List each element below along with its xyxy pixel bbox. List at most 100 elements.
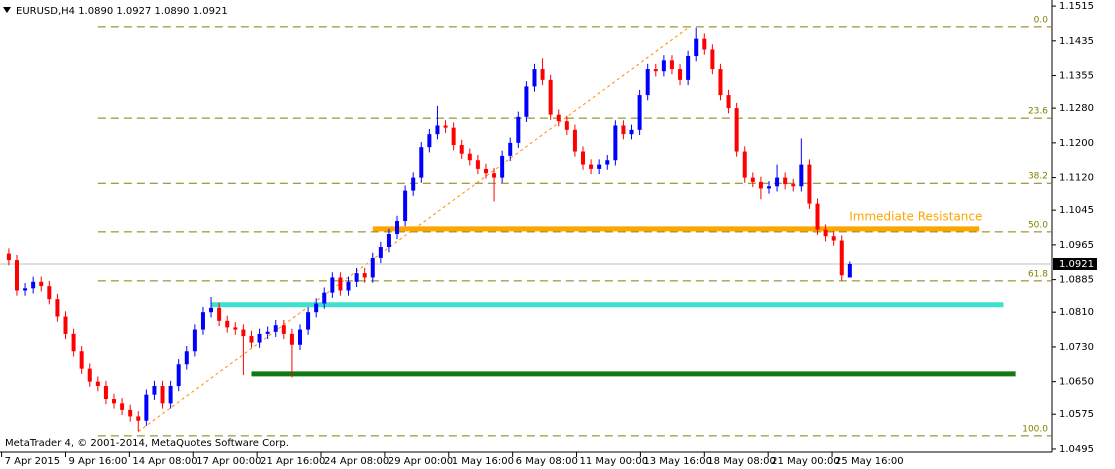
candle-body [678,69,683,80]
menu-icon [3,7,11,13]
candle-body [79,351,84,369]
candle-body [435,125,440,135]
y-tick-label: 1.1200 [1059,138,1094,149]
candle-body [427,134,432,148]
fib-label: 61.8 [1028,269,1048,279]
x-tick-label: 21 Apr 16:00 [260,456,325,467]
candle-body [346,281,351,291]
x-tick-label: 9 Apr 16:00 [68,456,127,467]
candle-body [508,142,513,156]
candle-body [653,69,658,72]
candle-body [63,316,68,334]
candle-body [451,127,456,146]
x-tick-label: 17 Apr 00:00 [196,456,261,467]
candle-body [265,331,270,334]
candle-body [467,153,472,161]
candle-body [6,253,11,261]
candle-body [87,368,92,382]
candle-body [403,190,408,222]
candle-body [807,164,812,204]
candle-body [605,160,610,165]
y-tick-label: 1.1435 [1059,36,1094,47]
candle-body [354,273,359,282]
candle-body [613,125,618,161]
y-tick-label: 1.1120 [1059,173,1094,184]
candle-body [152,386,157,395]
x-tick-label: 13 May 16:00 [643,456,712,467]
candle-body [742,151,747,178]
y-tick-label: 1.0650 [1059,377,1094,388]
candle-body [750,177,755,182]
candle-body [39,281,44,287]
candle-body [637,95,642,130]
candle-body [71,333,76,352]
candle-body [55,299,60,317]
candle-body [120,403,125,410]
candle-body [330,277,335,293]
y-tick-label: 1.1515 [1059,1,1094,12]
candle-body [766,186,771,189]
annotation: Immediate Resistance [849,209,982,223]
candle-body [669,60,674,70]
candle-body [524,86,529,117]
candle-body [443,125,448,128]
y-tick-label: 1.0965 [1059,240,1094,251]
candle-body [273,325,278,332]
candle-body [815,203,820,230]
candle-body [734,108,739,152]
y-tick-label: 1.0885 [1059,275,1094,286]
candle-body [718,69,723,96]
candle-body [176,364,181,387]
candle-body [322,292,327,304]
candle-body [839,240,844,276]
candle-body [799,164,804,187]
candle-body [823,229,828,237]
y-tick-label: 1.1280 [1059,103,1094,114]
candle-body [95,381,100,387]
candle-body [459,145,464,154]
candle-body [483,168,488,174]
last-price-label: 1.0921 [1059,259,1094,270]
last-price-box [1053,257,1097,270]
chart-header: EURUSD,H4 1.0890 1.0927 1.0890 1.0921 [16,6,228,17]
candle-body [314,303,319,313]
candle-body [597,164,602,169]
candle-body [791,184,796,187]
y-tick-label: 1.1045 [1059,205,1094,216]
candle-body [241,329,246,337]
fib-label: 23.6 [1028,107,1048,117]
candle-body [257,333,262,343]
candle-body [103,386,108,400]
candle-body [128,409,133,417]
candle-body [589,164,594,169]
candle-body [419,147,424,178]
candle-body [831,236,836,241]
candle-body [281,325,286,334]
candle-body [249,336,254,343]
candle-body [160,386,165,404]
fib-label: 38.2 [1028,172,1048,182]
candle-body [192,329,197,352]
x-tick-label: 1 May 16:00 [452,456,514,467]
candle-body [362,273,367,278]
candle-body [629,129,634,135]
candle-body [306,312,311,330]
candle-body [758,181,763,189]
candle-body [475,160,480,169]
candle-body [23,288,28,291]
candle-body [289,333,294,345]
candle-body [136,416,141,421]
y-tick-label: 1.1355 [1059,71,1094,82]
candle-body [783,177,788,185]
candle-body [847,263,852,278]
fib-label: 100.0 [1022,424,1048,434]
candle-body [297,329,302,345]
candle-body [217,307,222,321]
candle-body [386,234,391,248]
candle-body [686,56,691,80]
y-tick-label: 1.0495 [1059,444,1094,455]
candle-body [492,173,497,178]
